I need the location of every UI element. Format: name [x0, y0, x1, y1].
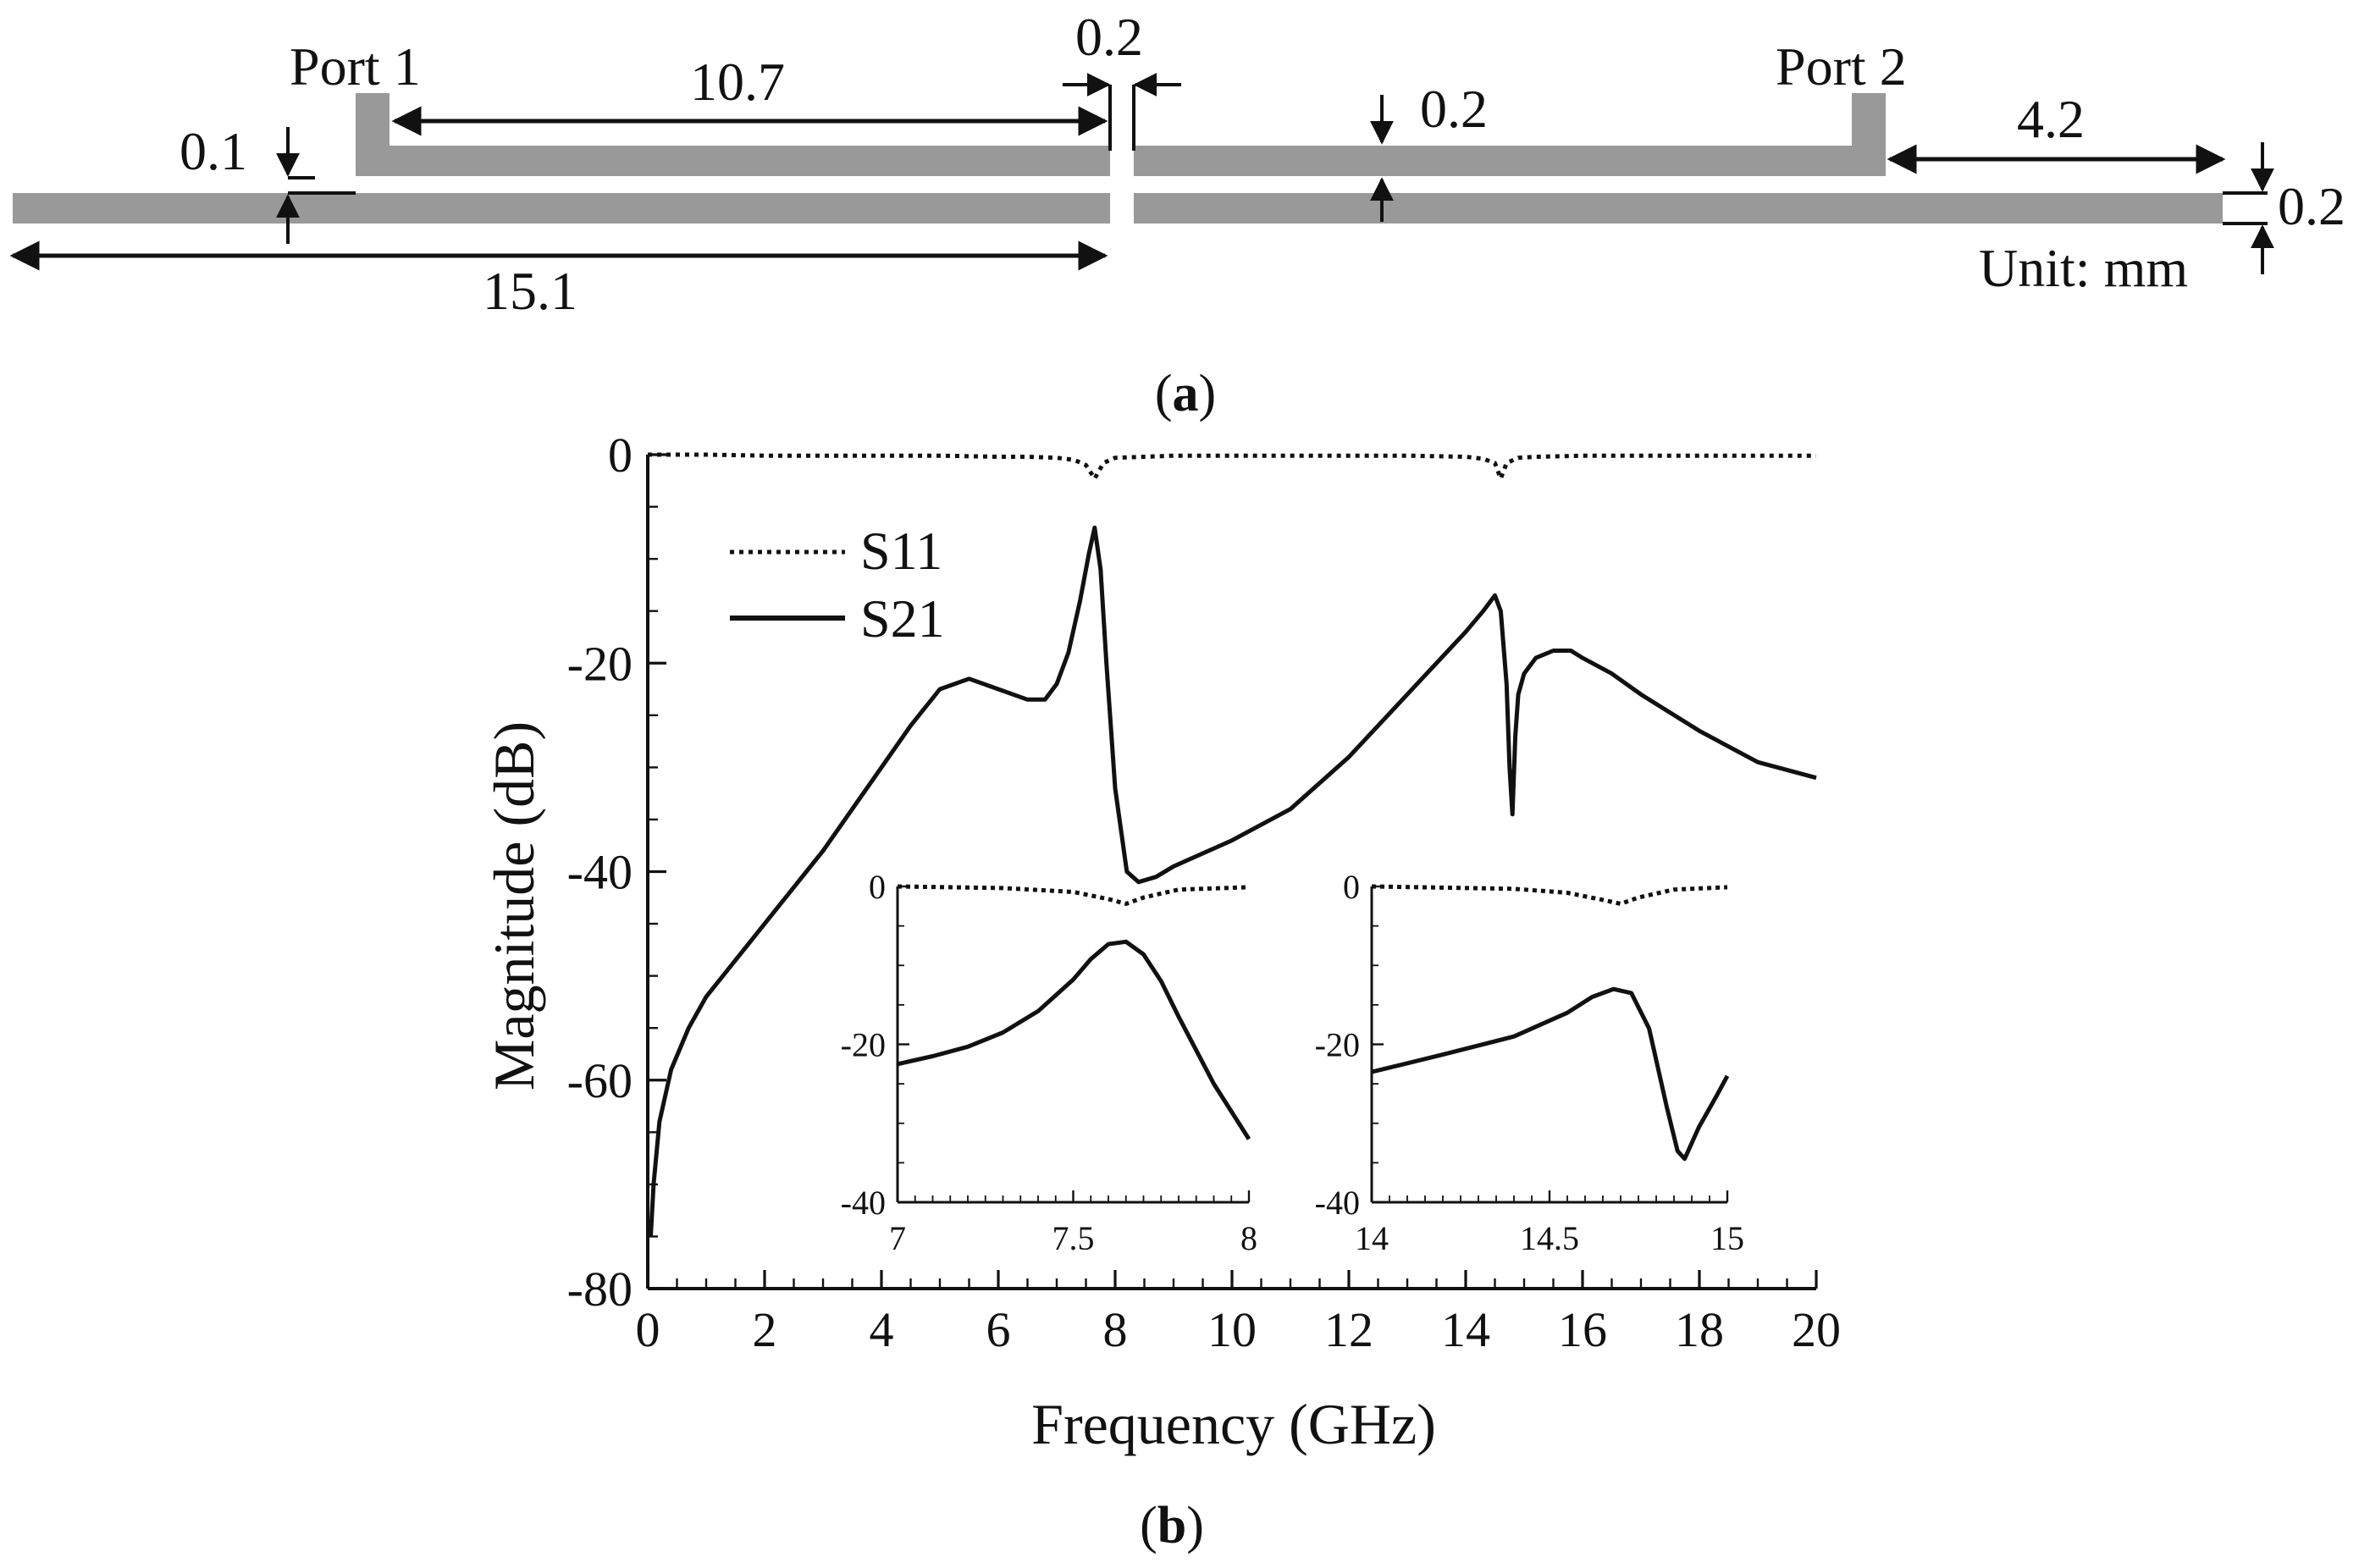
- series-s21-line: [1371, 986, 1730, 1162]
- x-axis-label: Frequency (GHz): [1031, 1392, 1436, 1456]
- x-tick-label: 14.5: [1520, 1219, 1579, 1257]
- x-tick-label: 20: [1792, 1302, 1841, 1357]
- x-tick-label: 7: [889, 1219, 906, 1257]
- caption-a-letter: a: [1173, 365, 1199, 422]
- x-tick-label: 14: [1441, 1302, 1490, 1357]
- x-tick-label: 0: [636, 1302, 660, 1357]
- x-tick-label: 8: [1240, 1219, 1257, 1257]
- port2-label: Port 2: [1776, 36, 1907, 97]
- caption-b: (b): [1140, 1497, 1204, 1554]
- dim-15-1-label: 15.1: [483, 261, 577, 321]
- y-tick-label: -40: [567, 845, 633, 900]
- y-tick-label: -60: [567, 1053, 633, 1108]
- y-tick-label: -20: [567, 636, 633, 691]
- y-tick-label: -20: [1315, 1026, 1360, 1064]
- inset-chart-7-8ghz: 7 7.5 8 0 -20 -40: [841, 868, 1257, 1257]
- dim-10-7-label: 10.7: [690, 52, 785, 112]
- y-axis-label: Magnitude (dB): [482, 721, 546, 1090]
- x-tick-label: 15: [1710, 1219, 1744, 1257]
- series-s11-line: [648, 452, 1816, 481]
- y-tick-label: -40: [841, 1184, 886, 1222]
- y-tick-label: 0: [608, 428, 633, 483]
- y-tick-label: -40: [1315, 1184, 1360, 1222]
- x-tick-label: 14: [1355, 1219, 1389, 1257]
- series-s11-line: [897, 884, 1250, 906]
- x-tick-label: 16: [1558, 1302, 1607, 1357]
- port2-stub: [1852, 93, 1886, 146]
- legend: S11 S21: [730, 521, 945, 649]
- series-s21-line: [649, 525, 1817, 1237]
- unit-label: Unit: mm: [1979, 238, 2188, 298]
- caption-a: (a): [1155, 365, 1216, 422]
- y-tick-label: -20: [841, 1026, 886, 1064]
- x-tick-label: 7.5: [1052, 1219, 1095, 1257]
- main-chart: 0 2 4 6 8 10 12 14 16 18 20 0 -20 -40 -60 -80: [567, 428, 1841, 1357]
- upper-strip-right: [1134, 146, 1886, 176]
- caption-b-letter: b: [1157, 1497, 1186, 1554]
- y-tick-label: -80: [567, 1262, 633, 1317]
- x-tick-label: 18: [1675, 1302, 1724, 1357]
- bottom-strip-left: [13, 193, 1110, 224]
- upper-strip-left: [356, 146, 1110, 176]
- dim-4-2-label: 4.2: [2017, 89, 2085, 149]
- port1-label: Port 1: [290, 36, 421, 97]
- dim-gap-label: 0.2: [1075, 7, 1143, 67]
- x-tick-label: 10: [1207, 1302, 1257, 1357]
- y-tick-label: 0: [1343, 868, 1360, 906]
- series-s21-line: [897, 939, 1251, 1140]
- legend-s21-label: S21: [860, 588, 945, 649]
- x-tick-label: 8: [1103, 1302, 1128, 1357]
- microstrip-layout: Port 1 Port 2 10.7 0.2 0.2 4.2 0.1 15.1 …: [9, 7, 2345, 321]
- dim-right-width-label: 0.2: [2278, 176, 2345, 236]
- bottom-strip-right: [1134, 193, 2223, 224]
- inset-chart-14-15ghz: 14 14.5 15 0 -20 -40: [1315, 868, 1744, 1257]
- port1-stub: [356, 93, 389, 146]
- legend-s11-label: S11: [860, 521, 942, 581]
- x-tick-label: 4: [870, 1302, 894, 1357]
- x-tick-label: 2: [753, 1302, 777, 1357]
- y-tick-label: 0: [869, 868, 886, 906]
- series-s11-line: [1371, 884, 1728, 906]
- x-tick-label: 6: [986, 1302, 1011, 1357]
- dim-0-1-label: 0.1: [180, 121, 247, 181]
- dim-mid-width-label: 0.2: [1420, 79, 1488, 139]
- x-tick-label: 12: [1324, 1302, 1373, 1357]
